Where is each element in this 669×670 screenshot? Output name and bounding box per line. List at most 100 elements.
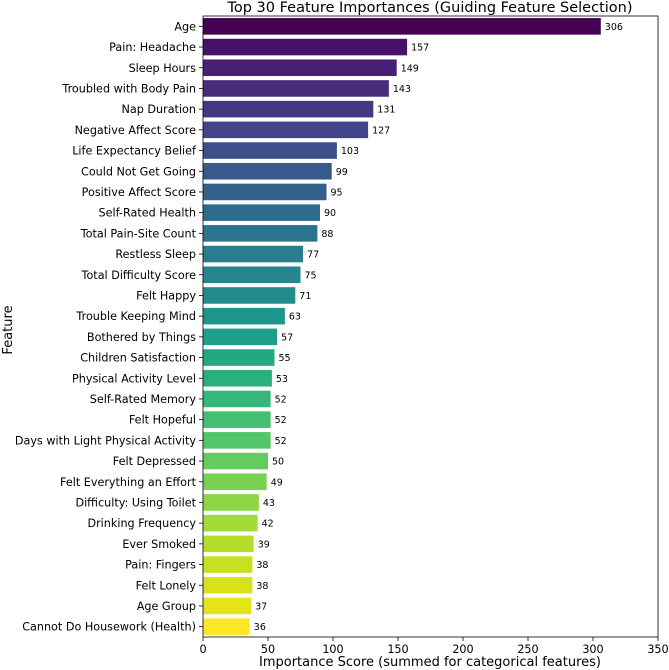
y-tick-label: Nap Duration <box>122 103 196 116</box>
data-label: 77 <box>307 250 319 261</box>
bar <box>203 142 337 159</box>
data-label: 39 <box>258 539 270 550</box>
x-tick-label: 300 <box>582 643 603 656</box>
data-label: 43 <box>263 498 275 509</box>
data-label: 131 <box>377 105 395 116</box>
data-label: 49 <box>271 477 283 488</box>
bar <box>203 411 271 428</box>
bar <box>203 473 267 491</box>
y-tick-label: Pain: Fingers <box>125 559 196 572</box>
x-tick-label: 50 <box>261 643 275 656</box>
y-tick-label: Negative Affect Score <box>75 124 197 137</box>
x-tick-label: 250 <box>517 643 538 656</box>
y-tick-label: Felt Hopeful <box>129 414 196 427</box>
data-label: 157 <box>411 43 429 54</box>
bar <box>203 100 374 118</box>
y-tick-label: Total Pain-Site Count <box>80 227 197 240</box>
data-label: 52 <box>275 436 287 447</box>
data-label: 143 <box>393 84 411 95</box>
data-label: 38 <box>256 560 268 571</box>
bar <box>203 80 389 97</box>
y-tick-label: Sleep Hours <box>129 62 197 75</box>
data-label: 127 <box>372 125 390 136</box>
data-label: 55 <box>279 353 291 364</box>
x-axis-label: Importance Score (summed for categorical… <box>259 655 601 670</box>
data-label: 52 <box>275 394 287 405</box>
y-tick-label: Restless Sleep <box>115 248 196 261</box>
bar <box>203 59 397 77</box>
data-label: 38 <box>256 581 268 592</box>
y-tick-label: Felt Everything an Effort <box>60 476 197 489</box>
bar <box>203 18 601 35</box>
x-tick-label: 350 <box>647 643 668 656</box>
y-tick-label: Physical Activity Level <box>72 372 196 385</box>
data-label: 71 <box>299 291 311 302</box>
bar <box>203 204 320 221</box>
bar <box>203 287 296 304</box>
x-tick-label: 200 <box>452 643 473 656</box>
data-label: 103 <box>341 146 359 157</box>
data-label: 149 <box>401 63 419 74</box>
x-tick-label: 0 <box>199 643 206 656</box>
y-tick-label: Bothered by Things <box>87 331 196 344</box>
bar <box>203 556 253 573</box>
y-tick-label: Ever Smoked <box>122 538 196 551</box>
y-tick-label: Children Satisfaction <box>80 352 196 365</box>
bar <box>203 494 259 511</box>
bar <box>203 618 250 635</box>
y-tick-label: Felt Happy <box>136 289 196 302</box>
x-tick-label: 100 <box>322 643 343 656</box>
data-label: 95 <box>331 187 343 198</box>
bar <box>203 162 332 180</box>
data-label: 50 <box>272 457 284 468</box>
data-label: 42 <box>262 519 274 530</box>
bar <box>203 597 252 615</box>
y-tick-label: Felt Lonely <box>136 579 197 592</box>
data-label: 88 <box>321 229 333 240</box>
data-label: 53 <box>276 374 288 385</box>
x-tick-label: 150 <box>387 643 408 656</box>
data-label: 90 <box>324 208 336 219</box>
bar <box>203 328 278 346</box>
y-axis-label: Feature <box>1 305 16 354</box>
y-tick-label: Age <box>174 20 196 33</box>
data-label: 99 <box>336 167 348 178</box>
bar <box>203 535 254 553</box>
y-tick-label: Felt Depressed <box>113 455 196 468</box>
bar <box>203 349 275 366</box>
data-label: 52 <box>275 415 287 426</box>
data-label: 37 <box>255 601 267 612</box>
bar <box>203 390 271 408</box>
y-tick-label: Troubled with Body Pain <box>61 82 196 95</box>
data-label: 63 <box>289 312 301 323</box>
axes-layer: Age Pain: Headache Sleep Hours Troubled wit… <box>15 15 669 656</box>
plot-frame <box>202 15 659 638</box>
bar <box>203 452 268 470</box>
y-tick-label: Age Group <box>137 600 196 613</box>
y-tick-label: Positive Affect Score <box>82 186 196 199</box>
y-tick-label: Drinking Frequency <box>87 517 196 530</box>
y-tick-label: Pain: Headache <box>109 41 196 54</box>
bar <box>203 183 327 201</box>
data-label: 306 <box>605 22 623 33</box>
bar <box>203 245 304 263</box>
bar <box>203 576 253 594</box>
data-label: 36 <box>254 622 266 633</box>
bar <box>203 307 285 325</box>
bar <box>203 514 258 532</box>
y-tick-label: Life Expectancy Belief <box>72 145 197 158</box>
y-tick-label: Could Not Get Going <box>81 165 196 178</box>
y-tick-label: Cannot Do Housework (Health) <box>22 621 196 634</box>
y-tick-label: Total Difficulty Score <box>81 269 197 282</box>
data-label: 57 <box>281 332 293 343</box>
y-tick-label: Self-Rated Memory <box>90 393 197 406</box>
bar <box>203 432 271 449</box>
bar <box>203 266 301 284</box>
data-label: 75 <box>305 270 317 281</box>
bar <box>203 225 318 242</box>
bar <box>203 121 369 139</box>
y-tick-label: Difficulty: Using Toilet <box>75 496 196 509</box>
